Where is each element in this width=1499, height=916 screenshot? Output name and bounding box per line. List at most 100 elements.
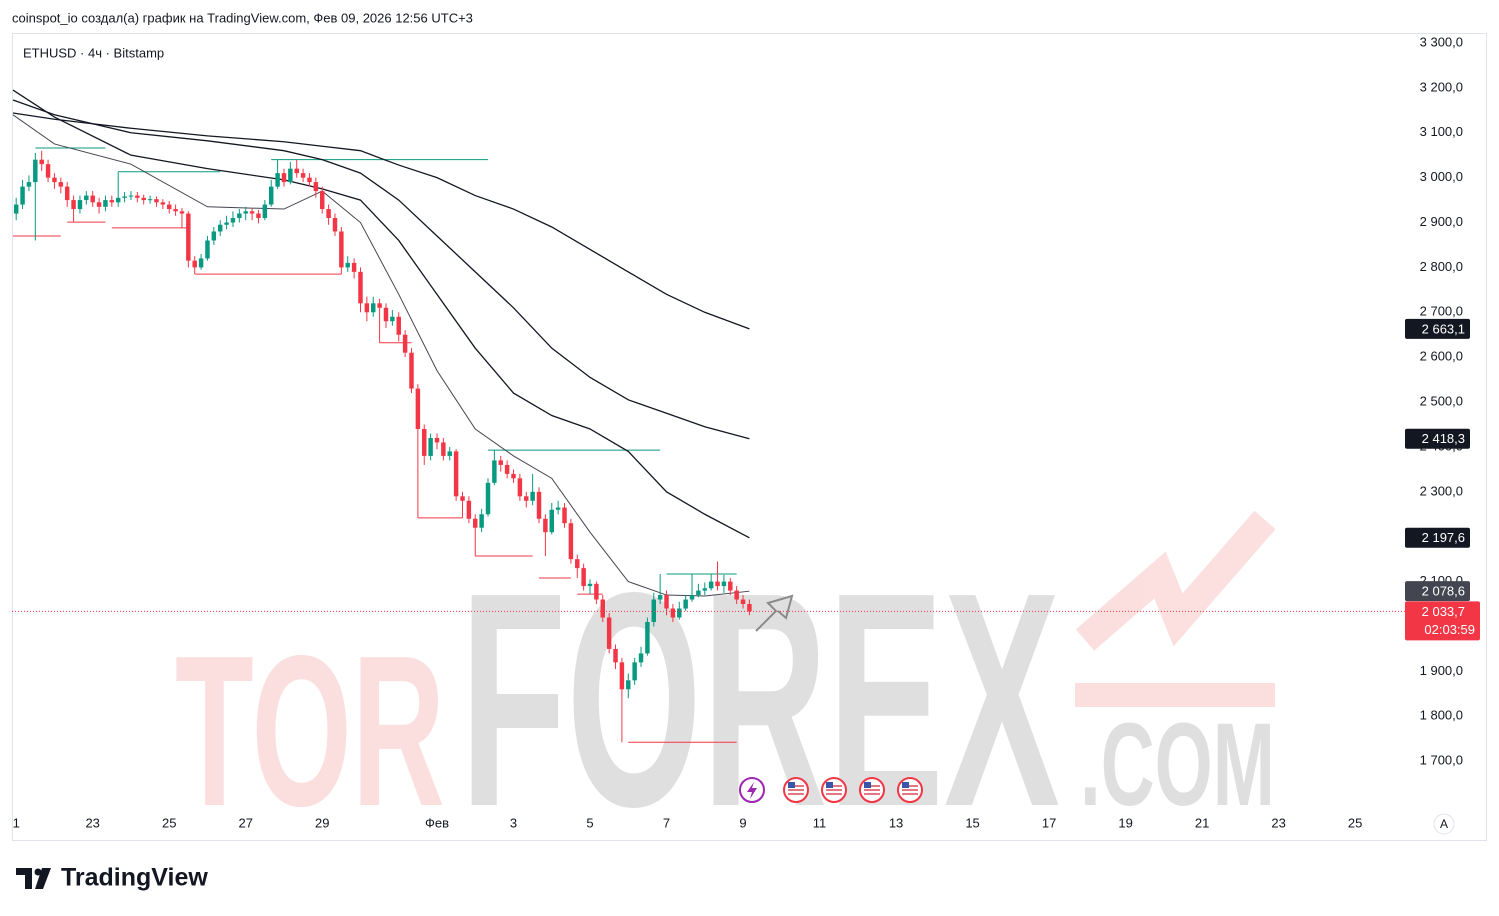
candle-body bbox=[504, 464, 510, 474]
watermark-check bbox=[1075, 510, 1276, 651]
candle-body bbox=[345, 262, 350, 268]
candle-body bbox=[364, 303, 370, 313]
price-tag bbox=[1405, 581, 1470, 602]
candle-body bbox=[600, 599, 605, 618]
y-tick-label: 3 000,0 bbox=[1420, 169, 1463, 184]
ma-line bbox=[12, 89, 750, 539]
candle-body bbox=[166, 204, 172, 210]
candle-body bbox=[645, 621, 650, 654]
ma-line bbox=[12, 112, 750, 330]
candle-body bbox=[613, 648, 618, 663]
candle-body bbox=[319, 191, 325, 210]
event-icon-bolt bbox=[747, 782, 757, 799]
x-tick-label: 25 bbox=[1348, 815, 1362, 830]
event-icons bbox=[739, 777, 923, 803]
candle-body bbox=[485, 482, 491, 515]
brand-logo bbox=[16, 868, 51, 889]
candle-body bbox=[211, 231, 217, 241]
candle-body bbox=[555, 507, 561, 510]
candle-body bbox=[543, 518, 548, 533]
y-tick-label: 2 300,0 bbox=[1420, 483, 1463, 498]
candle-body bbox=[230, 218, 236, 223]
candle-body bbox=[313, 182, 319, 192]
chart-frame bbox=[12, 33, 1487, 841]
candle-body bbox=[262, 204, 268, 219]
candle-body bbox=[383, 307, 389, 322]
y-tick-label: 2 600,0 bbox=[1420, 349, 1463, 364]
candle-body bbox=[696, 590, 701, 596]
candle-body bbox=[351, 262, 357, 272]
candle-body bbox=[664, 595, 669, 609]
y-tick-label: 3 300,0 bbox=[1420, 34, 1463, 49]
x-tick-label: 29 bbox=[315, 815, 329, 830]
candle-body bbox=[549, 509, 554, 533]
scale-button-label[interactable]: A bbox=[1440, 817, 1448, 831]
scale-button[interactable] bbox=[1433, 813, 1455, 835]
ma-line bbox=[12, 114, 750, 597]
candle-body bbox=[747, 604, 752, 612]
candle-body bbox=[396, 316, 401, 335]
x-tick-label: 19 bbox=[1118, 815, 1132, 830]
candle-body bbox=[715, 581, 720, 587]
candle-body bbox=[402, 334, 408, 353]
symbol-legend: ETHUSD · 4ч · Bitstamp bbox=[23, 45, 164, 60]
watermark-text: TOR bbox=[175, 610, 445, 851]
candle-body bbox=[26, 182, 32, 187]
y-tick-label: 3 100,0 bbox=[1420, 124, 1463, 139]
candle-body bbox=[192, 260, 197, 268]
x-tick-label: 13 bbox=[889, 815, 903, 830]
candle-body bbox=[447, 451, 452, 456]
candle-body bbox=[466, 500, 472, 519]
y-tick-label: 2 700,0 bbox=[1420, 304, 1463, 319]
candle-body bbox=[58, 182, 64, 187]
price-tag-label: 2 078,6 bbox=[1422, 584, 1465, 599]
candle-body bbox=[371, 303, 376, 313]
candle-body bbox=[517, 478, 523, 497]
y-tick-label: 2 800,0 bbox=[1420, 259, 1463, 274]
candle-body bbox=[109, 200, 115, 203]
candle-body bbox=[294, 168, 299, 174]
candle-body bbox=[422, 428, 427, 456]
flag-canton bbox=[902, 782, 909, 788]
current-price-label: 2 033,7 bbox=[1422, 604, 1465, 619]
candle-body bbox=[339, 231, 344, 268]
candle-body bbox=[428, 437, 433, 456]
candle-body bbox=[657, 595, 663, 600]
candle-body bbox=[237, 213, 242, 219]
y-tick-label: 1 700,0 bbox=[1420, 753, 1463, 768]
plot bbox=[12, 89, 1405, 743]
x-tick-label: 5 bbox=[586, 815, 593, 830]
candle-body bbox=[77, 200, 83, 210]
candle-body bbox=[434, 437, 440, 443]
logo-part bbox=[34, 868, 42, 876]
candle-body bbox=[721, 581, 727, 587]
flag-canton bbox=[826, 782, 833, 788]
candle-body bbox=[581, 568, 586, 587]
candle-body bbox=[179, 211, 185, 214]
candle-body bbox=[377, 303, 382, 308]
x-tick-label: 23 bbox=[85, 815, 99, 830]
x-tick-label: 15 bbox=[965, 815, 979, 830]
candle-body bbox=[45, 164, 51, 178]
candle-body bbox=[390, 316, 395, 322]
candle-body bbox=[677, 608, 682, 618]
x-tick-label: 21 bbox=[1195, 815, 1209, 830]
candle-body bbox=[281, 173, 287, 183]
candle-body bbox=[173, 209, 178, 212]
candle-body bbox=[683, 599, 688, 609]
arrow-drawing bbox=[755, 594, 794, 632]
x-tick-label: 11 bbox=[813, 815, 827, 830]
candle-body bbox=[453, 451, 459, 497]
candle-body bbox=[52, 177, 57, 183]
candle-body bbox=[249, 211, 255, 214]
candle-body bbox=[147, 199, 153, 201]
watermark: TOR FOREX .COM bbox=[175, 510, 1276, 870]
price-tag bbox=[1405, 527, 1470, 548]
candle-body bbox=[479, 514, 484, 528]
candle-body bbox=[256, 213, 261, 219]
candle-body bbox=[594, 583, 599, 600]
candle-body bbox=[288, 168, 293, 183]
candle-body bbox=[71, 200, 76, 210]
